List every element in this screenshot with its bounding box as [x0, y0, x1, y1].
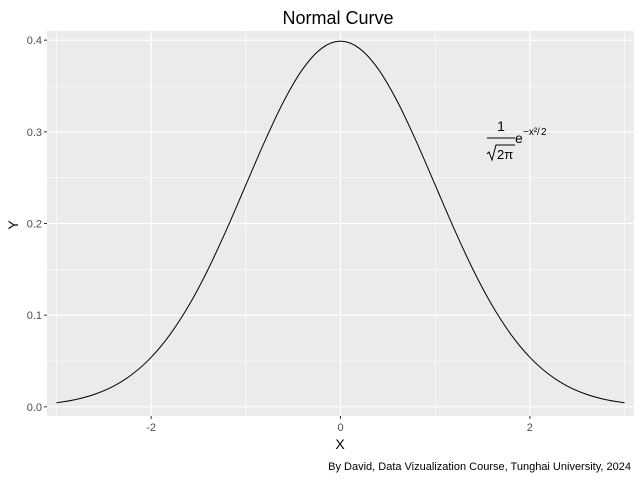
formula-base: e	[515, 130, 523, 146]
chart-title: Normal Curve	[282, 8, 393, 28]
y-axis: 0.0 0.1 0.2 0.3 0.4	[27, 35, 47, 414]
y-tick-label: 0.0	[27, 402, 42, 414]
formula-exponent-numerator: −x²	[523, 127, 538, 138]
formula-numerator: 1	[497, 118, 505, 134]
x-tick-label: 0	[337, 422, 343, 434]
formula-exponent-denominator: 2	[541, 127, 547, 138]
formula-annotation: 1 2π e −x² / 2	[486, 118, 547, 162]
x-axis-title: X	[335, 436, 345, 452]
x-tick-label: 2	[527, 422, 533, 434]
y-tick-label: 0.2	[27, 219, 42, 231]
formula-exponent-slash: /	[537, 127, 540, 138]
formula-root-content: 2π	[497, 147, 513, 162]
x-axis: -2 0 2	[146, 416, 533, 434]
normal-curve-line	[56, 40, 625, 404]
y-axis-title: Y	[5, 220, 21, 230]
chart-caption: By David, Data Vizualization Course, Tun…	[328, 461, 631, 473]
x-tick-label: -2	[146, 422, 156, 434]
major-gridlines	[47, 31, 634, 416]
y-tick-label: 0.1	[27, 310, 42, 322]
formula-radical-sign	[486, 144, 515, 162]
y-tick-label: 0.4	[27, 35, 42, 47]
y-tick-label: 0.3	[27, 127, 42, 139]
